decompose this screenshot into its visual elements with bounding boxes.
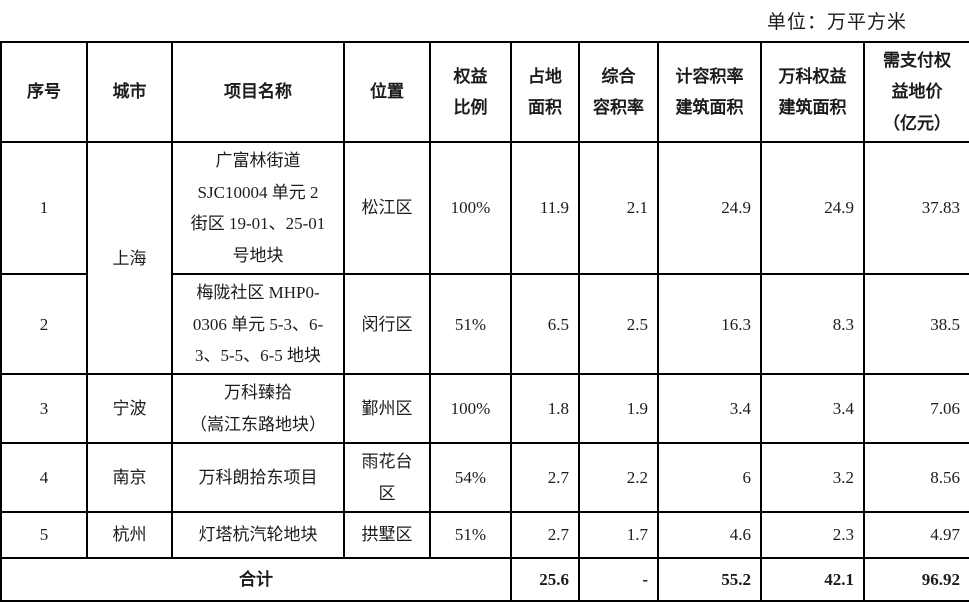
cell-city: 南京 (86, 442, 173, 514)
cell-vanke-gfa: 3.2 (760, 442, 865, 514)
total-land-area: 25.6 (510, 557, 580, 602)
cell-land-area: 2.7 (510, 511, 580, 560)
cell-city: 杭州 (86, 511, 173, 560)
cell-project: 灯塔杭汽轮地块 (171, 511, 345, 560)
unit-label: 单位：万平方米 (766, 12, 907, 33)
cell-project: 万科臻拾 （嵩江东路地块） (171, 373, 345, 445)
cell-land-price: 38.5 (863, 273, 969, 376)
cell-vanke-gfa: 24.9 (760, 141, 865, 276)
cell-location: 鄞州区 (343, 373, 431, 445)
cell-city: 上海 (86, 141, 173, 376)
total-label: 合计 (0, 557, 512, 602)
cell-location: 松江区 (343, 141, 431, 276)
cell-plot-ratio: 2.1 (578, 141, 659, 276)
col-header-city: 城市 (86, 40, 173, 144)
col-header-land-price: 需支付权 益地价 （亿元） (863, 40, 969, 144)
cell-gfa: 24.9 (657, 141, 762, 276)
col-header-plot-ratio: 综合 容积率 (578, 40, 659, 144)
col-header-land-area: 占地 面积 (510, 40, 580, 144)
cell-land-area: 11.9 (510, 141, 580, 276)
cell-gfa: 4.6 (657, 511, 762, 560)
table-row: 1 上海 广富林街道 SJC10004 单元 2 街区 19-01、25-01 … (0, 141, 969, 376)
document-page: { "unit_label": "单位：万平方米", "table": { "h… (0, 12, 969, 602)
total-plot-ratio: - (578, 557, 659, 602)
cell-project: 广富林街道 SJC10004 单元 2 街区 19-01、25-01 号地块 (171, 141, 345, 276)
cell-plot-ratio: 2.5 (578, 273, 659, 376)
cell-location: 闵行区 (343, 273, 431, 376)
cell-equity-ratio: 100% (429, 141, 512, 276)
cell-land-area: 6.5 (510, 273, 580, 376)
cell-no: 1 (0, 141, 88, 276)
total-row: 合计 25.6 - 55.2 42.1 96.92 (0, 557, 969, 602)
col-header-vanke-gfa: 万科权益 建筑面积 (760, 40, 865, 144)
cell-land-area: 1.8 (510, 373, 580, 445)
cell-land-price: 37.83 (863, 141, 969, 276)
total-gfa: 55.2 (657, 557, 762, 602)
col-header-no: 序号 (0, 40, 88, 144)
cell-city: 宁波 (86, 373, 173, 445)
table-row: 2 梅陇社区 MHP0- 0306 单元 5-3、6- 3、5-5、6-5 地块… (0, 273, 969, 376)
cell-plot-ratio: 1.7 (578, 511, 659, 560)
col-header-equity-ratio: 权益 比例 (429, 40, 512, 144)
cell-gfa: 16.3 (657, 273, 762, 376)
cell-project: 万科朗拾东项目 (171, 442, 345, 514)
cell-location: 雨花台 区 (343, 442, 431, 514)
cell-vanke-gfa: 3.4 (760, 373, 865, 445)
land-projects-table: 序号 城市 项目名称 位置 权益 比例 占地 面积 综合 容积率 计容积率 建筑… (0, 40, 969, 602)
cell-land-price: 4.97 (863, 511, 969, 560)
total-land-price: 96.92 (863, 557, 969, 602)
cell-no: 2 (0, 273, 88, 376)
cell-vanke-gfa: 2.3 (760, 511, 865, 560)
cell-land-price: 7.06 (863, 373, 969, 445)
cell-gfa: 3.4 (657, 373, 762, 445)
header-row: 序号 城市 项目名称 位置 权益 比例 占地 面积 综合 容积率 计容积率 建筑… (0, 40, 969, 144)
cell-gfa: 6 (657, 442, 762, 514)
cell-equity-ratio: 100% (429, 373, 512, 445)
cell-project: 梅陇社区 MHP0- 0306 单元 5-3、6- 3、5-5、6-5 地块 (171, 273, 345, 376)
col-header-gfa: 计容积率 建筑面积 (657, 40, 762, 144)
cell-no: 3 (0, 373, 88, 445)
cell-vanke-gfa: 8.3 (760, 273, 865, 376)
cell-land-price: 8.56 (863, 442, 969, 514)
col-header-location: 位置 (343, 40, 431, 144)
total-vanke-gfa: 42.1 (760, 557, 865, 602)
cell-equity-ratio: 51% (429, 511, 512, 560)
cell-location: 拱墅区 (343, 511, 431, 560)
cell-equity-ratio: 54% (429, 442, 512, 514)
cell-plot-ratio: 1.9 (578, 373, 659, 445)
table-row: 5 杭州 灯塔杭汽轮地块 拱墅区 51% 2.7 1.7 4.6 2.3 4.9… (0, 511, 969, 560)
cell-no: 4 (0, 442, 88, 514)
cell-equity-ratio: 51% (429, 273, 512, 376)
table-row: 3 宁波 万科臻拾 （嵩江东路地块） 鄞州区 100% 1.8 1.9 3.4 … (0, 373, 969, 445)
cell-plot-ratio: 2.2 (578, 442, 659, 514)
col-header-project: 项目名称 (171, 40, 345, 144)
cell-land-area: 2.7 (510, 442, 580, 514)
cell-no: 5 (0, 511, 88, 560)
table-row: 4 南京 万科朗拾东项目 雨花台 区 54% 2.7 2.2 6 3.2 8.5… (0, 442, 969, 514)
